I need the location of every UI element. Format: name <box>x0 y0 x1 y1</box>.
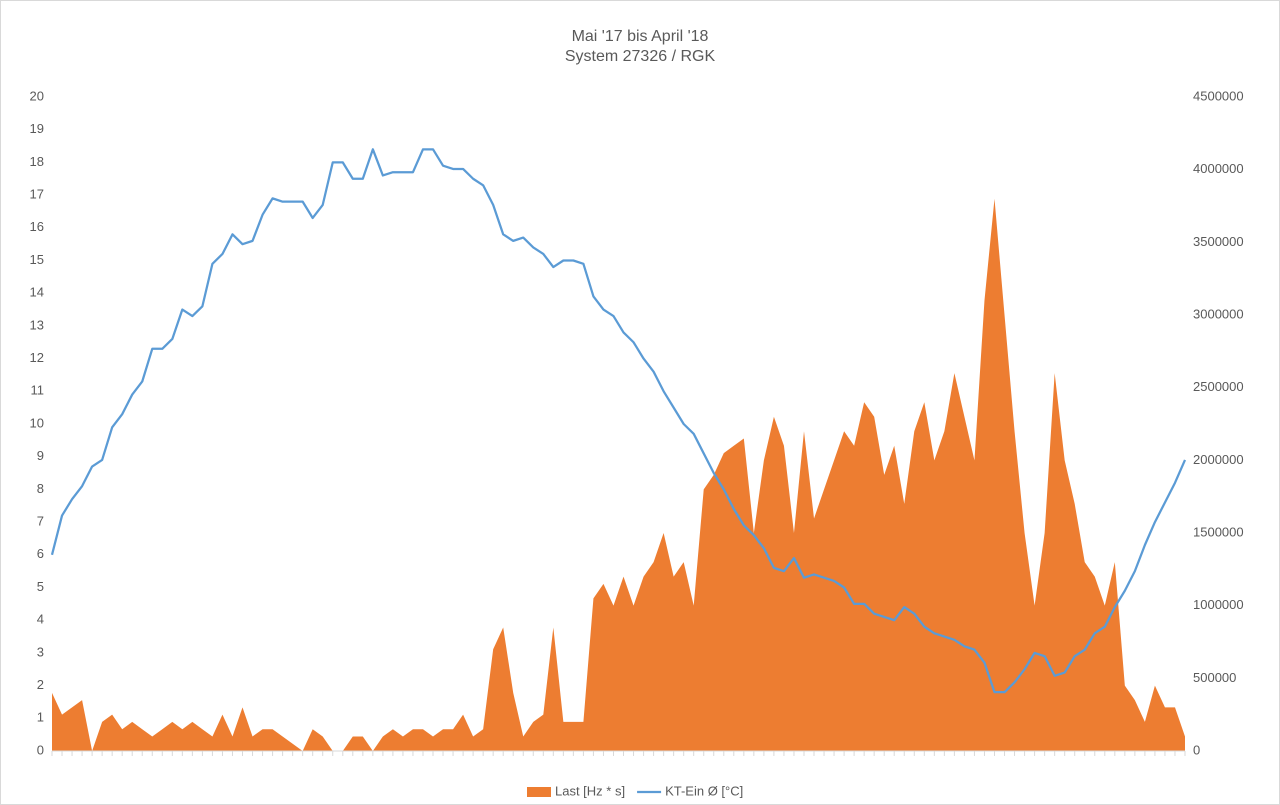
legend-label: KT-Ein Ø [°C] <box>665 783 743 798</box>
y2-tick-label: 2500000 <box>1193 379 1244 394</box>
y2-tick-label: 4500000 <box>1193 88 1244 103</box>
area <box>52 198 1185 751</box>
y2-tick-label: 4000000 <box>1193 161 1244 176</box>
y-tick-label: 1 <box>37 710 44 725</box>
legend-label: Last [Hz * s] <box>555 783 625 798</box>
y-tick-label: 3 <box>37 644 44 659</box>
y2-tick-label: 1500000 <box>1193 524 1244 539</box>
line <box>50 148 1187 694</box>
y2-tick-label: 0 <box>1193 742 1200 757</box>
y2-tick-label: 1000000 <box>1193 597 1244 612</box>
y-tick-label: 5 <box>37 579 44 594</box>
y-tick-label: 18 <box>30 154 44 169</box>
y-tick-label: 4 <box>37 612 44 627</box>
y-tick-label: 20 <box>30 88 44 103</box>
y2-tick-label: 500000 <box>1193 670 1236 685</box>
y2-tick-label: 3500000 <box>1193 234 1244 249</box>
y-tick-label: 17 <box>30 187 44 202</box>
legend-swatch <box>527 787 551 797</box>
y-tick-label: 16 <box>30 219 44 234</box>
chart-subtitle: System 27326 / RGK <box>565 48 716 65</box>
y-tick-label: 2 <box>37 677 44 692</box>
y-tick-label: 10 <box>30 415 44 430</box>
y-tick-label: 15 <box>30 252 44 267</box>
y-tick-label: 7 <box>37 514 44 529</box>
y-tick-label: 12 <box>30 350 44 365</box>
y-tick-label: 13 <box>30 317 44 332</box>
chart-title: Mai '17 bis April '18 <box>572 28 709 45</box>
y-tick-label: 0 <box>37 742 44 757</box>
y-tick-label: 9 <box>37 448 44 463</box>
y-tick-label: 19 <box>30 121 44 136</box>
y-tick-label: 8 <box>37 481 44 496</box>
y-tick-label: 6 <box>37 546 44 561</box>
y-tick-label: 11 <box>31 383 45 398</box>
y2-tick-label: 2000000 <box>1193 452 1244 467</box>
y2-tick-label: 3000000 <box>1193 306 1244 321</box>
y-tick-label: 14 <box>30 285 44 300</box>
